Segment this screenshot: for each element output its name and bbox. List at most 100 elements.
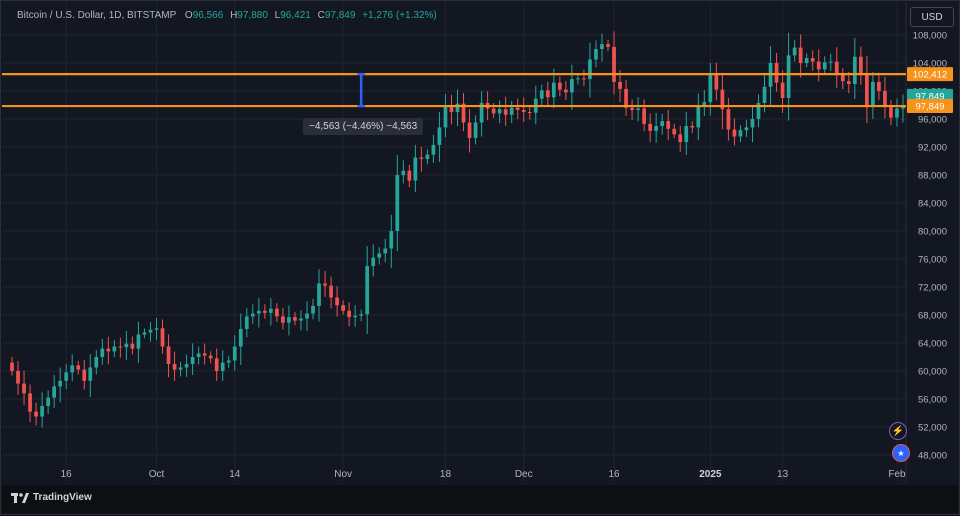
candle[interactable] [744, 127, 749, 131]
candle[interactable] [220, 362, 225, 371]
candle[interactable] [244, 316, 249, 329]
candle[interactable] [479, 102, 484, 123]
candle[interactable] [311, 305, 315, 314]
candle[interactable] [130, 343, 135, 349]
candle[interactable] [238, 329, 243, 347]
candle[interactable] [395, 175, 400, 231]
candle[interactable] [112, 346, 117, 352]
candle[interactable] [636, 108, 640, 110]
lightning-icon[interactable]: ⚡ [889, 422, 907, 440]
candle[interactable] [124, 343, 129, 348]
candle[interactable] [804, 58, 809, 63]
candle[interactable] [630, 107, 634, 110]
candle[interactable] [576, 78, 580, 80]
candle[interactable] [684, 126, 689, 143]
candle[interactable] [317, 283, 321, 306]
candle[interactable] [521, 109, 526, 112]
candle[interactable] [792, 47, 797, 56]
candle[interactable] [70, 365, 75, 373]
candle[interactable] [467, 122, 472, 138]
candle[interactable] [509, 107, 514, 115]
candle[interactable] [600, 44, 604, 49]
candle[interactable] [750, 119, 755, 128]
candle[interactable] [28, 393, 32, 412]
candle[interactable] [780, 82, 785, 98]
candle[interactable] [299, 318, 303, 321]
candle[interactable] [594, 49, 598, 60]
candle[interactable] [570, 79, 574, 93]
candle[interactable] [281, 316, 285, 323]
candle[interactable] [269, 308, 273, 313]
candle[interactable] [52, 386, 57, 398]
candle[interactable] [335, 297, 339, 306]
candle[interactable] [889, 107, 893, 118]
candle[interactable] [172, 364, 177, 370]
candle[interactable] [672, 128, 677, 135]
candle[interactable] [437, 127, 442, 145]
candle[interactable] [208, 355, 213, 359]
candle[interactable] [154, 328, 159, 330]
candle[interactable] [726, 109, 731, 130]
candle[interactable] [190, 357, 195, 364]
candle[interactable] [527, 112, 532, 113]
candle[interactable] [413, 157, 418, 181]
candle[interactable] [22, 383, 26, 394]
candle[interactable] [696, 106, 701, 128]
candle[interactable] [810, 58, 815, 62]
candle[interactable] [666, 121, 671, 129]
candle[interactable] [287, 317, 291, 323]
candle[interactable] [166, 346, 171, 365]
candle[interactable] [118, 346, 123, 348]
candle[interactable] [142, 332, 147, 335]
candle[interactable] [341, 305, 345, 311]
candle[interactable] [401, 170, 406, 175]
candle[interactable] [232, 346, 237, 361]
candle[interactable] [678, 134, 683, 143]
candle[interactable] [202, 353, 207, 356]
candle[interactable] [449, 105, 454, 112]
candle[interactable] [539, 90, 544, 99]
tradingview-logo[interactable]: TradingView [11, 492, 92, 503]
candle[interactable] [497, 109, 502, 114]
candle[interactable] [858, 56, 863, 74]
candle[interactable] [883, 91, 887, 108]
candle[interactable] [94, 357, 99, 368]
candle[interactable] [762, 86, 767, 103]
candle[interactable] [359, 314, 364, 316]
candle[interactable] [732, 129, 737, 137]
candle[interactable] [798, 47, 803, 63]
candle[interactable] [329, 285, 333, 298]
us-flag-icon[interactable]: ★ [892, 444, 910, 462]
candle[interactable] [323, 283, 327, 286]
candle[interactable] [106, 348, 111, 352]
candle[interactable] [214, 358, 219, 371]
candle[interactable] [901, 106, 905, 109]
candle[interactable] [828, 61, 833, 63]
candle[interactable] [16, 371, 20, 384]
candle[interactable] [624, 88, 628, 108]
candle[interactable] [545, 90, 550, 98]
candle[interactable] [822, 62, 827, 70]
candle[interactable] [660, 121, 665, 126]
candle[interactable] [256, 310, 261, 314]
candle[interactable] [82, 369, 87, 381]
candle[interactable] [184, 364, 189, 368]
candle[interactable] [250, 313, 255, 317]
candle[interactable] [557, 82, 562, 90]
candle[interactable] [34, 411, 38, 417]
candle[interactable] [473, 122, 478, 138]
candle[interactable] [786, 55, 791, 98]
candle[interactable] [10, 362, 14, 371]
candle[interactable] [654, 126, 659, 131]
candle[interactable] [353, 315, 358, 318]
candle[interactable] [389, 231, 394, 249]
candle[interactable] [720, 89, 725, 110]
candle[interactable] [702, 102, 707, 107]
candle[interactable] [371, 257, 376, 266]
candle[interactable] [455, 103, 460, 112]
candle[interactable] [588, 59, 592, 80]
candle[interactable] [563, 89, 568, 93]
candle[interactable] [46, 397, 50, 406]
candle[interactable] [871, 81, 875, 108]
candle[interactable] [148, 329, 153, 333]
